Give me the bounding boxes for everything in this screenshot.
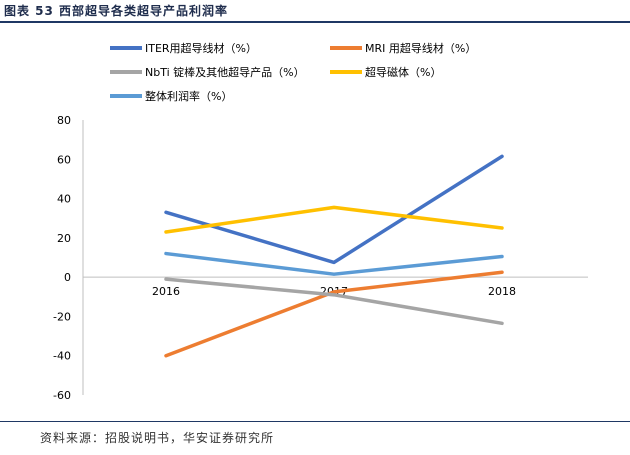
chart-series (164, 154, 504, 358)
y-tick-label: 20 (57, 232, 71, 245)
y-tick-label: -60 (53, 389, 71, 402)
legend-label-series-1: MRI 用超导线材（%） (365, 41, 476, 55)
y-tick-label: 0 (64, 271, 71, 284)
legend-label-series-2: NbTi 锭棒及其他超导产品（%） (145, 65, 305, 79)
x-tick-label: 2016 (152, 285, 180, 298)
y-axis: 80 60 40 20 0 -20 -40 -60 (53, 114, 84, 402)
chart-legend: ITER用超导线材（%） MRI 用超导线材（%） NbTi 锭棒及其他超导产品（%… (110, 41, 476, 103)
source-rule (0, 421, 630, 422)
legend-label-series-0: ITER用超导线材（%） (145, 41, 257, 55)
x-tick-label: 2018 (488, 285, 516, 298)
series-line-0 (164, 154, 504, 265)
series-line-4 (164, 251, 504, 276)
series-line-1 (164, 270, 504, 358)
source-note: 资料来源：招股说明书，华安证券研究所 (40, 431, 275, 445)
series-line-2 (164, 277, 504, 326)
y-tick-label: -40 (53, 350, 71, 363)
legend-label-series-3: 超导磁体（%） (365, 65, 441, 79)
line-chart: ITER用超导线材（%） MRI 用超导线材（%） NbTi 锭棒及其他超导产品（%… (53, 41, 588, 402)
y-tick-label: -20 (53, 310, 71, 323)
y-tick-label: 80 (57, 114, 71, 127)
title-rule (0, 21, 630, 23)
figure-title: 图表 53 西部超导各类超导产品利润率 (4, 4, 229, 18)
y-tick-label: 40 (57, 193, 71, 206)
x-axis: 2016 2017 2018 (83, 276, 588, 298)
y-tick-label: 60 (57, 153, 71, 166)
legend-label-series-4: 整体利润率（%） (145, 89, 232, 103)
series-line-3 (164, 205, 504, 234)
